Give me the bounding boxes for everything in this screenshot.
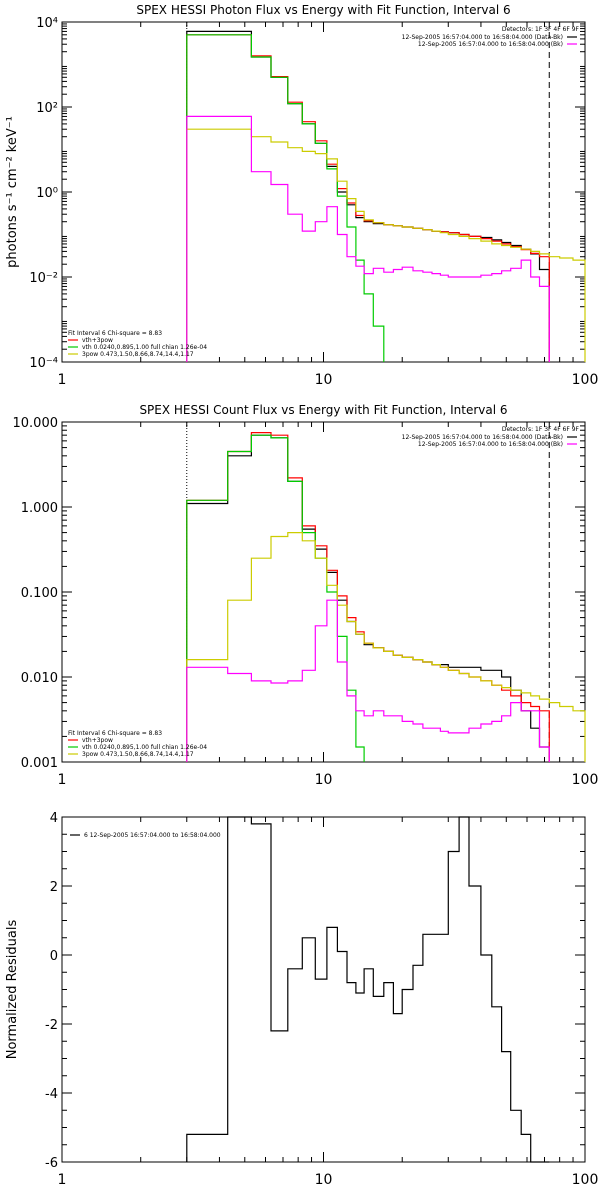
plot-0-series-1 [186,34,550,362]
plot-2-ytick-label: 0 [50,949,58,964]
plot-0-ytick-label: 10⁻² [29,271,58,286]
plot-0-legend-entry: 12-Sep-2005 16:57:04.000 to 16:58:04.000… [402,34,563,41]
plot-0-series-2 [186,34,385,362]
plot-2-xtick-label: 100 [572,1172,599,1188]
plot-1-detectors: Detectors: 1F 3F 4F 6F 9F [502,426,580,433]
plot-1-axes-box [61,421,586,763]
plot-0-detectors: Detectors: 1F 3F 4F 6F 9F [502,26,580,33]
plot-1-series-4 [186,599,550,762]
plot-0-xtick-label: 10 [315,372,333,388]
plot-0-legend-entry: vth+3pow [82,337,113,344]
plot-0-series-0 [186,30,550,362]
plot-1-fit-info: Fit Interval 6 Chi-square = 8.83 [68,730,162,737]
plot-1-ytick-label: 10.000 [13,416,59,431]
plot-0-legend-entry: vth 0.0240,0.895,1.00 full chian 1.26e-0… [82,344,207,351]
plot-1-ytick-label: 0.001 [21,756,58,771]
plot-1-legend-entry: 3pow 0.473,1.50,8.66,8.74,14.4,1.17 [82,751,194,758]
plot-0-series-4 [186,115,550,362]
plot-2-ytick-label: -4 [45,1087,58,1102]
plot-0-ylabel: photons s⁻¹ cm⁻² keV⁻¹ [5,116,20,268]
plot-0-xtick-label: 100 [572,372,599,388]
plot-1-series-0 [186,434,550,762]
plot-1-xtick-label: 100 [572,772,599,788]
plot-0-fit-info: Fit Interval 6 Chi-square = 8.83 [68,330,162,337]
plot-0-legend-entry: 3pow 0.473,1.50,8.66,8.74,14.4,1.17 [82,351,194,358]
plot-2-axes-box [61,816,586,1163]
plot-2-ytick-label: 2 [50,880,58,895]
plot-0-series-3 [186,128,586,362]
plot-2-ytick-label: 4 [50,811,58,826]
plot-1-xtick-label: 1 [58,772,67,788]
plot-0-ytick-label: 10² [36,101,58,116]
plot-0-ytick-label: 10⁴ [36,16,58,31]
plot-2-ytick-label: -6 [45,1156,58,1171]
plot-0-ytick-label: 10⁰ [36,186,58,201]
plot-1-title: SPEX HESSI Count Flux vs Energy with Fit… [139,403,507,417]
plot-1-legend-entry: vth+3pow [82,737,113,744]
plot-1-ytick-label: 0.100 [21,586,58,601]
plot-2-ytick-label: -2 [45,1018,58,1033]
plot-1-series-1 [186,432,550,762]
plot-0-axes-box [61,21,586,363]
plot-2-ylabel: Normalized Residuals [5,920,20,1060]
plot-1-series-3 [186,532,586,762]
plot-2-xtick-label: 1 [58,1172,67,1188]
plot-2-legend-entry: 6 12-Sep-2005 16:57:04.000 to 16:58:04.0… [84,832,221,839]
plot-1-legend-entry: 12-Sep-2005 16:57:04.000 to 16:58:04.000… [418,441,563,448]
plot-1-ytick-label: 0.010 [21,671,58,686]
plot-1-legend-entry: vth 0.0240,0.895,1.00 full chian 1.26e-0… [82,744,207,751]
plot-0-legend-entry: 12-Sep-2005 16:57:04.000 to 16:58:04.000… [418,41,563,48]
plot-2-xtick-label: 10 [315,1172,333,1188]
plot-2-series-0 [186,816,550,1163]
plot-0-title: SPEX HESSI Photon Flux vs Energy with Fi… [136,3,510,17]
plot-1-xtick-label: 10 [315,772,333,788]
plot-1-series-2 [186,434,365,762]
plot-1-legend-entry: 12-Sep-2005 16:57:04.000 to 16:58:04.000… [402,434,563,441]
plot-1-ytick-label: 1.000 [21,501,58,516]
plot-0-xtick-label: 1 [58,372,67,388]
plot-0-ytick-label: 10⁻⁴ [29,356,58,371]
